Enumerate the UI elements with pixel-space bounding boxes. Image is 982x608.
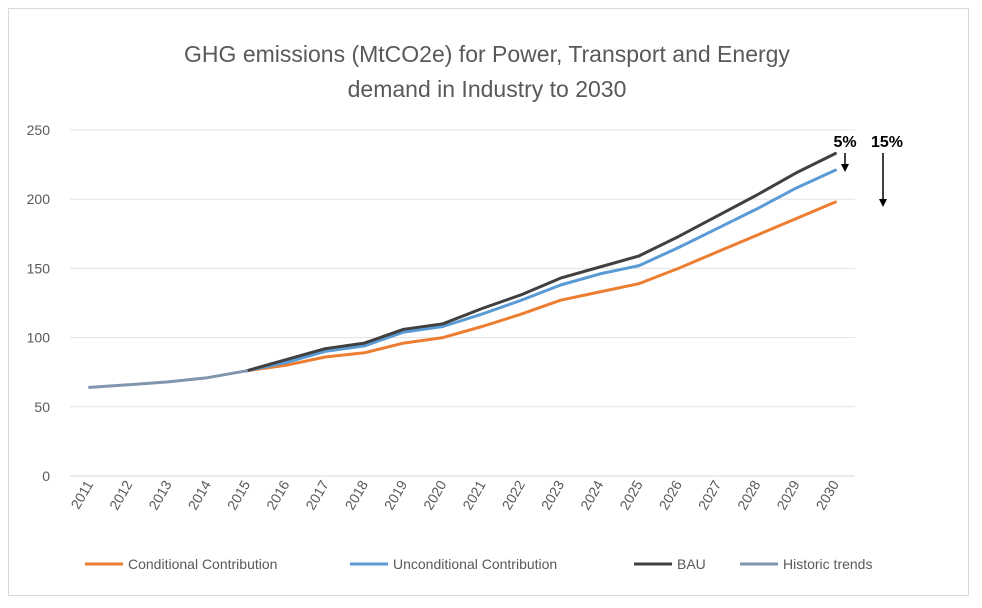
x-tick-label: 2020 bbox=[420, 477, 450, 512]
x-tick-label: 2029 bbox=[773, 477, 803, 512]
x-tick-label: 2019 bbox=[381, 477, 411, 512]
y-tick-label: 100 bbox=[27, 330, 51, 346]
y-tick-label: 200 bbox=[27, 191, 51, 207]
chart-title-line1: GHG emissions (MtCO2e) for Power, Transp… bbox=[184, 41, 790, 67]
y-tick-label: 0 bbox=[42, 468, 50, 484]
annotations: 5% 15% bbox=[833, 134, 903, 207]
x-tick-label: 2024 bbox=[577, 477, 607, 512]
x-tick-label: 2016 bbox=[263, 477, 293, 512]
y-tick-label: 150 bbox=[27, 260, 51, 276]
x-tick-label: 2026 bbox=[656, 477, 686, 512]
x-tick-label: 2027 bbox=[695, 477, 725, 512]
series-line-historic-trends bbox=[88, 369, 249, 389]
series-line-unconditional-contribution bbox=[245, 168, 837, 373]
x-tick-label: 2013 bbox=[145, 477, 175, 512]
y-tick-label: 250 bbox=[27, 122, 51, 138]
legend-label: BAU bbox=[677, 556, 706, 572]
chart-title-line2: demand in Industry to 2030 bbox=[348, 76, 627, 102]
x-axis-ticks: 2011 2012 2013 2014 2015 2016 2017 2018 2019 2020… bbox=[67, 477, 842, 512]
x-tick-label: 2017 bbox=[302, 477, 332, 512]
x-tick-label: 2028 bbox=[734, 477, 764, 512]
x-tick-label: 2012 bbox=[106, 477, 136, 512]
x-tick-label: 2023 bbox=[538, 477, 568, 512]
legend-label: Unconditional Contribution bbox=[393, 556, 557, 572]
x-tick-label: 2018 bbox=[342, 477, 372, 512]
legend-label: Conditional Contribution bbox=[128, 556, 277, 572]
legend: Conditional Contribution Unconditional Co… bbox=[85, 556, 872, 572]
legend-label: Historic trends bbox=[783, 556, 872, 572]
series-lines bbox=[88, 152, 837, 389]
x-tick-label: 2025 bbox=[616, 477, 646, 512]
x-tick-label: 2014 bbox=[185, 477, 215, 512]
x-tick-label: 2011 bbox=[67, 477, 96, 511]
x-tick-label: 2022 bbox=[499, 477, 529, 512]
y-axis-ticks: 0 50 100 150 200 250 bbox=[27, 122, 51, 484]
chart-frame bbox=[8, 8, 969, 596]
annotation-5pct: 5% bbox=[833, 134, 856, 151]
annotation-15pct: 15% bbox=[871, 134, 903, 151]
x-tick-label: 2030 bbox=[813, 477, 843, 512]
series-line-conditional-contribution bbox=[245, 200, 837, 373]
y-tick-label: 50 bbox=[34, 399, 50, 415]
series-line-bau bbox=[245, 152, 837, 373]
x-tick-label: 2021 bbox=[459, 477, 489, 512]
gridlines bbox=[70, 129, 855, 477]
x-tick-label: 2015 bbox=[224, 477, 254, 512]
